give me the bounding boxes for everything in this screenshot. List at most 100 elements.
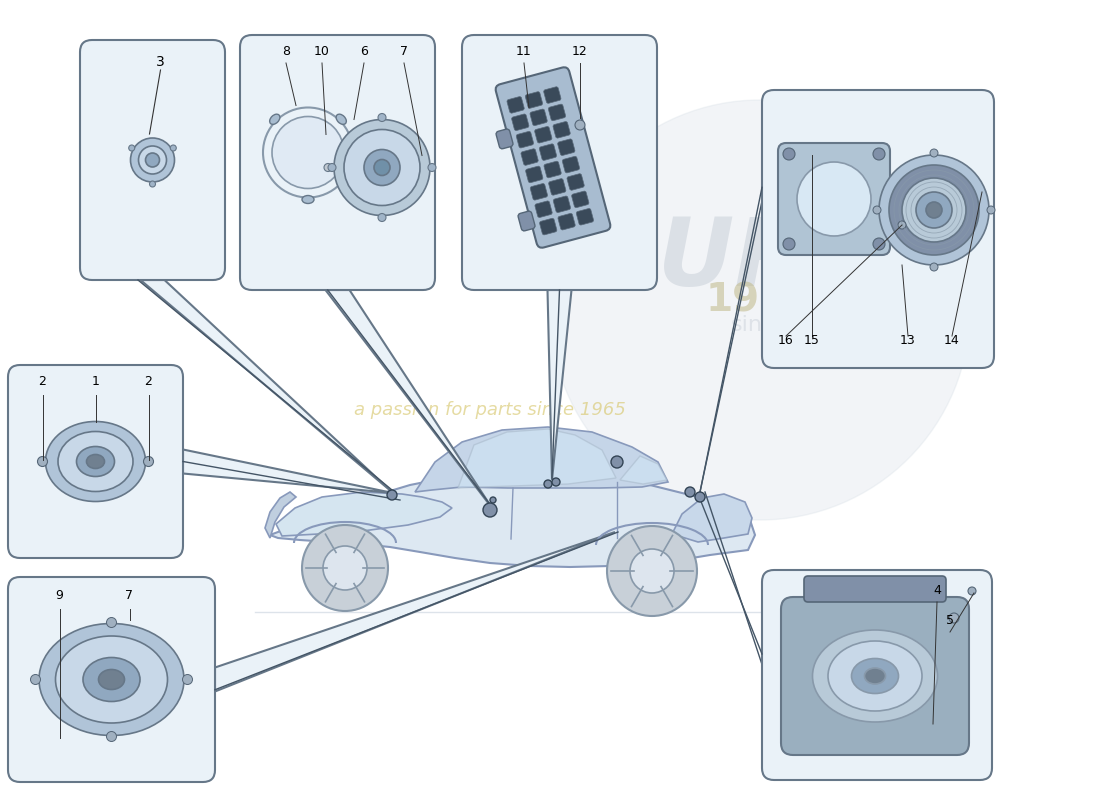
Circle shape: [107, 731, 117, 742]
Circle shape: [552, 478, 560, 486]
Circle shape: [490, 497, 496, 503]
Text: 1965: 1965: [706, 281, 814, 319]
FancyBboxPatch shape: [496, 67, 610, 248]
Text: a passion for parts since 1965: a passion for parts since 1965: [354, 401, 626, 419]
FancyBboxPatch shape: [240, 35, 434, 290]
Circle shape: [272, 117, 344, 189]
Circle shape: [873, 148, 886, 160]
Polygon shape: [548, 290, 572, 480]
Polygon shape: [326, 290, 492, 508]
Circle shape: [378, 114, 386, 122]
FancyBboxPatch shape: [543, 162, 561, 178]
Circle shape: [916, 192, 952, 228]
Text: 3: 3: [156, 55, 165, 69]
FancyBboxPatch shape: [530, 183, 548, 200]
FancyBboxPatch shape: [496, 129, 513, 149]
Polygon shape: [265, 492, 296, 538]
Text: 4: 4: [933, 584, 940, 597]
Circle shape: [139, 146, 166, 174]
Circle shape: [428, 163, 436, 171]
Text: 16: 16: [778, 334, 794, 347]
Ellipse shape: [87, 454, 104, 469]
FancyBboxPatch shape: [762, 570, 992, 780]
Circle shape: [898, 221, 906, 229]
FancyBboxPatch shape: [462, 35, 657, 290]
Ellipse shape: [270, 114, 279, 124]
Circle shape: [143, 457, 154, 466]
Ellipse shape: [82, 658, 140, 702]
FancyBboxPatch shape: [762, 90, 994, 368]
Circle shape: [378, 214, 386, 222]
Circle shape: [170, 145, 176, 151]
Circle shape: [324, 163, 332, 171]
Polygon shape: [276, 492, 452, 536]
FancyBboxPatch shape: [512, 114, 529, 130]
Circle shape: [323, 546, 367, 590]
Ellipse shape: [865, 668, 886, 684]
Circle shape: [695, 492, 705, 502]
Circle shape: [607, 526, 697, 616]
FancyBboxPatch shape: [526, 166, 543, 182]
Polygon shape: [458, 429, 616, 488]
Circle shape: [150, 181, 155, 187]
FancyBboxPatch shape: [558, 139, 575, 155]
Circle shape: [387, 490, 397, 500]
Circle shape: [544, 480, 552, 488]
Text: 12: 12: [572, 45, 587, 58]
Circle shape: [798, 162, 871, 236]
Circle shape: [31, 674, 41, 685]
FancyBboxPatch shape: [553, 196, 571, 213]
FancyBboxPatch shape: [562, 156, 580, 173]
Text: GURES: GURES: [580, 214, 939, 306]
Circle shape: [610, 456, 623, 468]
Circle shape: [879, 155, 989, 265]
Text: 8: 8: [282, 45, 290, 58]
FancyBboxPatch shape: [530, 109, 548, 126]
Circle shape: [37, 457, 47, 466]
FancyBboxPatch shape: [507, 97, 525, 113]
FancyBboxPatch shape: [516, 131, 534, 148]
Polygon shape: [620, 456, 667, 484]
FancyBboxPatch shape: [521, 149, 538, 166]
Circle shape: [783, 238, 795, 250]
FancyBboxPatch shape: [548, 104, 565, 121]
Circle shape: [575, 120, 585, 130]
Ellipse shape: [77, 446, 114, 477]
Circle shape: [344, 130, 420, 206]
Circle shape: [930, 149, 938, 157]
FancyBboxPatch shape: [543, 86, 561, 103]
Circle shape: [334, 119, 430, 215]
Circle shape: [902, 178, 966, 242]
Circle shape: [630, 549, 674, 593]
Circle shape: [129, 145, 134, 151]
Text: 10: 10: [315, 45, 330, 58]
Circle shape: [328, 163, 336, 171]
Circle shape: [131, 138, 175, 182]
Circle shape: [873, 238, 886, 250]
Circle shape: [107, 618, 117, 627]
FancyBboxPatch shape: [781, 597, 969, 755]
Ellipse shape: [337, 114, 346, 124]
Ellipse shape: [58, 431, 133, 491]
FancyBboxPatch shape: [8, 365, 183, 558]
Text: 13: 13: [900, 334, 916, 347]
Text: 7: 7: [125, 589, 133, 602]
Circle shape: [926, 202, 942, 218]
Circle shape: [889, 165, 979, 255]
Ellipse shape: [39, 623, 184, 735]
Polygon shape: [183, 450, 393, 493]
Text: 9: 9: [56, 589, 64, 602]
Text: 2: 2: [144, 375, 153, 388]
Text: 2: 2: [39, 375, 46, 388]
Text: 15: 15: [804, 334, 820, 347]
Circle shape: [183, 674, 192, 685]
FancyBboxPatch shape: [549, 178, 565, 195]
FancyBboxPatch shape: [558, 214, 575, 230]
Circle shape: [930, 263, 938, 271]
FancyBboxPatch shape: [535, 126, 552, 143]
Ellipse shape: [828, 641, 922, 711]
Ellipse shape: [55, 636, 167, 723]
Circle shape: [987, 206, 996, 214]
FancyBboxPatch shape: [518, 211, 535, 231]
Polygon shape: [672, 494, 752, 542]
